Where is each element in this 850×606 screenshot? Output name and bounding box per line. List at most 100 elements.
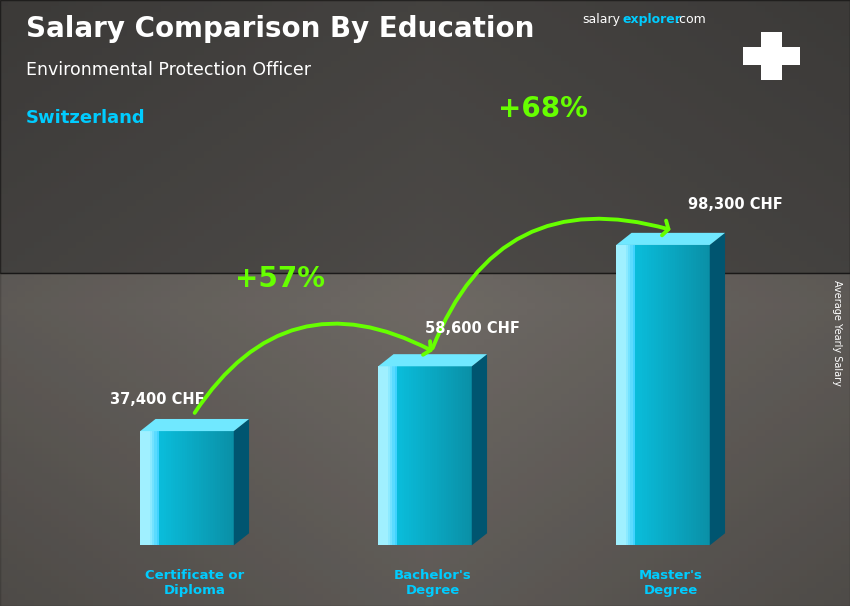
Text: +68%: +68% [498,95,588,122]
Polygon shape [416,366,418,545]
Text: Salary Comparison By Education: Salary Comparison By Education [26,15,534,43]
Polygon shape [166,431,168,545]
Polygon shape [663,245,666,545]
Polygon shape [631,245,632,545]
Polygon shape [437,366,439,545]
Polygon shape [187,431,190,545]
Polygon shape [201,431,203,545]
Polygon shape [660,245,663,545]
Polygon shape [208,431,211,545]
Polygon shape [647,245,649,545]
Polygon shape [694,245,695,545]
Text: salary: salary [582,13,620,26]
Polygon shape [623,245,626,545]
Polygon shape [401,366,404,545]
Text: Environmental Protection Officer: Environmental Protection Officer [26,61,310,79]
Polygon shape [679,245,682,545]
Text: +57%: +57% [235,265,325,293]
FancyBboxPatch shape [0,0,850,273]
Polygon shape [428,366,430,545]
Polygon shape [393,366,394,545]
Polygon shape [632,245,635,545]
Polygon shape [162,431,163,545]
Polygon shape [446,366,449,545]
Polygon shape [462,366,465,545]
Polygon shape [378,366,381,545]
Text: Switzerland: Switzerland [26,109,145,127]
Polygon shape [628,245,631,545]
Polygon shape [710,233,725,545]
Polygon shape [658,245,660,545]
Polygon shape [677,245,679,545]
Polygon shape [215,431,218,545]
Polygon shape [460,366,462,545]
Polygon shape [687,245,689,545]
Polygon shape [434,366,437,545]
Polygon shape [203,431,206,545]
Polygon shape [163,431,166,545]
Polygon shape [156,431,159,545]
Polygon shape [194,431,196,545]
Polygon shape [212,431,215,545]
Polygon shape [703,245,705,545]
Polygon shape [456,366,457,545]
Text: explorer: explorer [622,13,681,26]
Polygon shape [224,431,227,545]
Polygon shape [143,431,144,545]
Text: 98,300 CHF: 98,300 CHF [688,196,783,211]
Polygon shape [670,245,672,545]
Polygon shape [425,366,428,545]
Polygon shape [404,366,406,545]
Polygon shape [168,431,171,545]
Polygon shape [182,431,184,545]
Polygon shape [218,431,219,545]
Polygon shape [230,431,231,545]
Polygon shape [682,245,684,545]
Polygon shape [422,366,425,545]
Polygon shape [743,32,800,81]
FancyBboxPatch shape [0,273,850,606]
Polygon shape [173,431,175,545]
Polygon shape [394,366,397,545]
Polygon shape [469,366,472,545]
Polygon shape [196,431,199,545]
Polygon shape [472,354,487,545]
Polygon shape [199,431,201,545]
Polygon shape [453,366,456,545]
Polygon shape [688,245,691,545]
Polygon shape [144,431,147,545]
Polygon shape [432,366,434,545]
Polygon shape [159,431,162,545]
Polygon shape [150,431,152,545]
Polygon shape [411,366,413,545]
Polygon shape [668,245,670,545]
Polygon shape [439,366,441,545]
Polygon shape [400,366,401,545]
Polygon shape [147,431,150,545]
Polygon shape [698,245,700,545]
Polygon shape [175,431,178,545]
Polygon shape [672,245,675,545]
Polygon shape [155,431,156,545]
Text: 58,600 CHF: 58,600 CHF [425,321,520,336]
Polygon shape [616,245,619,545]
Polygon shape [695,245,698,545]
Polygon shape [234,419,249,545]
Polygon shape [184,431,187,545]
Polygon shape [418,366,420,545]
Polygon shape [684,245,687,545]
Polygon shape [152,431,155,545]
Polygon shape [171,431,173,545]
Polygon shape [441,366,444,545]
Polygon shape [378,354,487,366]
Polygon shape [449,366,450,545]
Polygon shape [707,245,710,545]
Text: 37,400 CHF: 37,400 CHF [110,392,205,407]
Polygon shape [616,233,725,245]
Text: Master's
Degree: Master's Degree [638,569,703,597]
Polygon shape [180,431,182,545]
Polygon shape [638,245,639,545]
Polygon shape [388,366,390,545]
Polygon shape [651,245,654,545]
Polygon shape [227,431,230,545]
